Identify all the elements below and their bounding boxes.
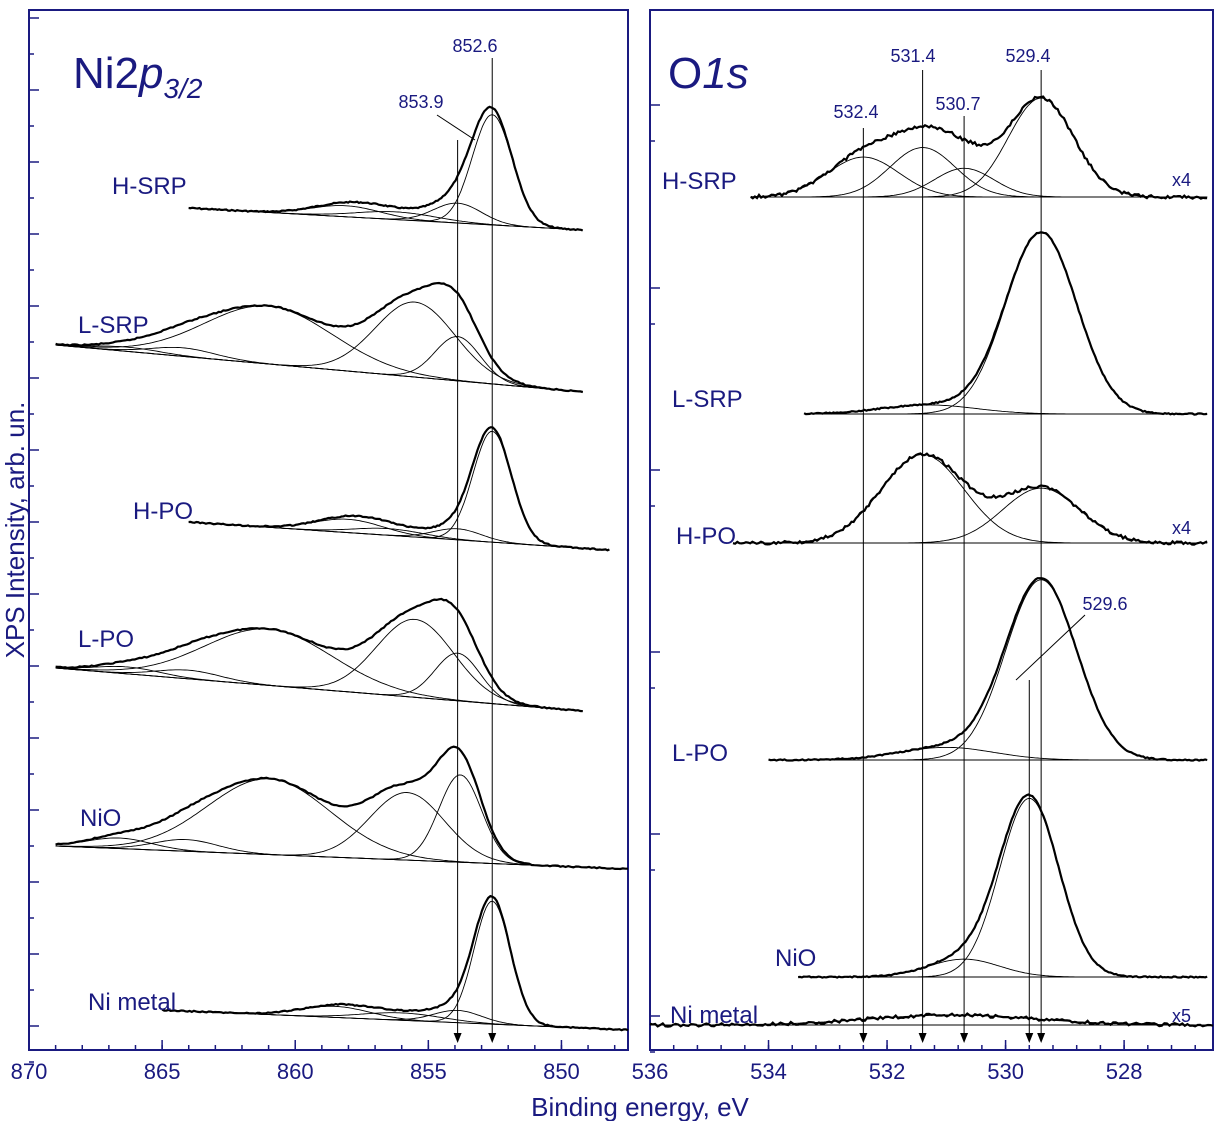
- series-label: Ni metal: [670, 1002, 758, 1029]
- o1s-x-tick-label: 536: [632, 1059, 669, 1084]
- ni2p-x-tick-label: 865: [144, 1059, 181, 1084]
- o1s-x-tick-label: 534: [750, 1059, 787, 1084]
- envelope-curve: [161, 894, 629, 1032]
- o1s-spectrum-h-po: [732, 452, 1208, 546]
- component-peak: [733, 454, 1208, 544]
- energy-marker-label: 529.6: [1082, 594, 1127, 614]
- o1s-x-tick-label: 532: [869, 1059, 906, 1084]
- series-label: L-SRP: [78, 312, 149, 339]
- background-line: [55, 344, 583, 393]
- energy-marker-label: 530.7: [935, 94, 980, 114]
- energy-marker-label: 852.6: [452, 36, 497, 56]
- envelope-curve: [55, 281, 583, 394]
- arrow-head: [453, 1033, 462, 1043]
- ni2p-spectrum-l-po: [55, 597, 583, 713]
- series-label: Ni metal: [88, 989, 176, 1016]
- envelope-curve: [55, 597, 583, 713]
- arrow-head: [1025, 1033, 1034, 1043]
- series-label: H-SRP: [112, 173, 187, 200]
- o1s-spectrum-h-srp: [750, 95, 1208, 200]
- series-label: H-PO: [676, 523, 736, 550]
- arrow-head: [960, 1033, 969, 1043]
- arrow-head: [488, 1033, 497, 1043]
- energy-marker-label: 853.9: [398, 92, 443, 112]
- ni2p-x-tick-label: 870: [11, 1059, 48, 1084]
- component-peak: [55, 774, 629, 870]
- ni2p-spectrum-ni-metal: [161, 894, 629, 1032]
- o1s-spectrum-ni-metal: [649, 1012, 1214, 1028]
- scale-factor-label: x5: [1172, 1006, 1191, 1026]
- energy-marker-label: 531.4: [890, 46, 935, 66]
- component-peak: [188, 430, 610, 551]
- ni2p-spectrum-l-srp: [55, 281, 583, 394]
- component-peak: [55, 839, 629, 870]
- series-label: NiO: [80, 805, 121, 832]
- leader-line: [436, 114, 476, 141]
- o1s-x-tick-label: 528: [1106, 1059, 1143, 1084]
- component-peak: [750, 167, 1208, 198]
- scale-factor-label: x4: [1172, 518, 1191, 538]
- envelope-curve: [803, 231, 1208, 416]
- component-peak: [55, 652, 583, 712]
- envelope-curve: [768, 577, 1208, 762]
- envelope-curve: [188, 426, 610, 552]
- envelope-curve: [750, 95, 1208, 200]
- ni2p-x-tick-label: 855: [410, 1059, 447, 1084]
- scale-factor-label: x4: [1172, 170, 1191, 190]
- ni2p-spectrum-h-srp: [188, 105, 584, 232]
- ni2p-spectrum-h-po: [188, 426, 610, 552]
- ni2p-x-tick-label: 860: [277, 1059, 314, 1084]
- series-label: H-PO: [133, 498, 193, 525]
- component-peak: [804, 232, 1208, 415]
- series-label: L-PO: [78, 626, 134, 653]
- y-axis-label: XPS Intensity, arb. un.: [0, 402, 30, 659]
- background-line: [55, 667, 583, 712]
- o1s-x-tick-label: 530: [987, 1059, 1024, 1084]
- ni2p-spectrum-nio: [55, 745, 629, 871]
- component-peak: [188, 202, 583, 231]
- arrow-head: [859, 1033, 868, 1043]
- component-peak: [768, 746, 1208, 761]
- component-peak: [768, 579, 1208, 761]
- envelope-curve: [55, 745, 628, 871]
- component-peak: [750, 147, 1208, 198]
- ni2p-x-tick-label: 850: [543, 1059, 580, 1084]
- x-axis-label: Binding energy, eV: [531, 1092, 749, 1121]
- leader-line: [1015, 614, 1086, 681]
- component-peak: [55, 778, 629, 870]
- envelope-curve: [649, 1012, 1214, 1028]
- series-label: NiO: [775, 945, 816, 972]
- component-peak: [55, 618, 583, 712]
- ni2p-plot-frame: [28, 9, 629, 1051]
- o1s-plot-frame: [649, 9, 1214, 1051]
- series-label: L-SRP: [672, 386, 743, 413]
- energy-marker-label: 529.4: [1005, 46, 1050, 66]
- o1s-spectrum-nio: [798, 793, 1208, 979]
- series-label: H-SRP: [662, 168, 737, 195]
- component-peak: [798, 797, 1208, 978]
- series-label: L-PO: [672, 740, 728, 767]
- arrow-head: [1037, 1033, 1046, 1043]
- envelope-curve: [188, 105, 584, 232]
- ni2p-panel-title: Ni2p3/2: [73, 49, 203, 104]
- arrow-head: [918, 1033, 927, 1043]
- envelope-curve: [798, 793, 1208, 979]
- component-peak: [798, 958, 1208, 978]
- o1s-spectrum-l-po: [768, 577, 1208, 762]
- o1s-spectrum-l-srp: [803, 231, 1208, 416]
- envelope-curve: [732, 452, 1208, 546]
- energy-marker-label: 532.4: [833, 102, 878, 122]
- o1s-panel-title: O1s: [668, 49, 749, 98]
